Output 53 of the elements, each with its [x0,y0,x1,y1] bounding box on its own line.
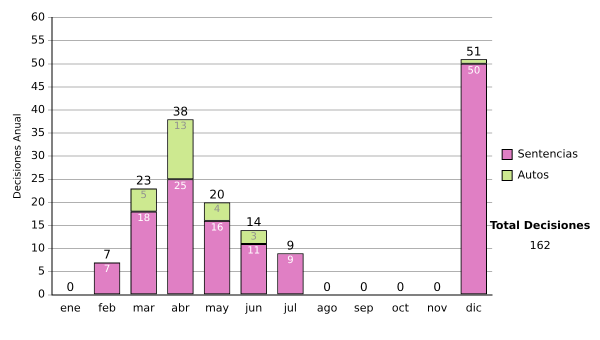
data-label: 16 [210,222,224,234]
legend-label: Sentencias [518,147,578,160]
total-label: 14 [246,215,262,230]
data-label: 18 [137,213,150,224]
y-tick-label: 5 [38,264,45,278]
total-label: 51 [466,44,482,58]
y-tick-label: 40 [30,102,45,116]
y-axis-title: Decisiones Anual [12,113,24,199]
text: 162 [530,238,551,252]
total-label: 23 [136,174,152,188]
y-tick-label: 20 [30,195,45,208]
x-tick-label: oct [392,301,410,314]
legend-label: Autos [518,168,550,182]
data-label: 7 [104,264,110,276]
x-tick-label: ago [316,301,338,314]
total-label: 0 [396,280,404,294]
x-tick-label: ene [60,301,81,314]
total-label: 20 [209,188,225,202]
data-label: 3 [250,232,257,243]
y-tick-label: 10 [30,241,45,254]
x-tick-label: sep [354,301,374,314]
x-tick-label: abr [171,301,190,314]
total-label: 38 [172,104,188,118]
data-label: 4 [214,204,220,215]
y-tick-label: 25 [30,172,45,186]
y-tick-label: 55 [30,34,45,47]
x-tick-label: may [205,301,230,314]
total-label: 0 [360,280,368,294]
y-tick-label: 0 [38,288,45,301]
total-label: 0 [66,280,74,294]
total-label: 0 [433,280,441,294]
annotation: Total Decisiones [490,218,591,232]
total-label: 7 [103,248,111,262]
x-tick-label: dic [466,301,482,314]
data-label: 50 [467,65,480,76]
x-tick-label: jul [282,301,297,314]
x-tick-label: jun [244,301,262,314]
total-label: 9 [286,238,294,252]
y-tick-label: 60 [30,10,45,24]
y-tick-label: 45 [30,80,45,93]
data-label: 9 [287,254,294,266]
total-label: 0 [323,280,331,294]
data-label: 5 [140,190,147,202]
x-tick-label: mar [132,301,156,314]
y-tick-label: 50 [30,56,45,70]
y-tick-label: 30 [30,149,45,162]
data-label: 11 [247,246,260,257]
data-label: 25 [174,180,187,192]
y-tick-label: 15 [30,218,45,232]
data-label: 13 [174,120,187,132]
y-tick-label: 35 [30,126,45,139]
x-tick-label: nov [427,301,448,314]
x-tick-label: feb [98,301,116,314]
